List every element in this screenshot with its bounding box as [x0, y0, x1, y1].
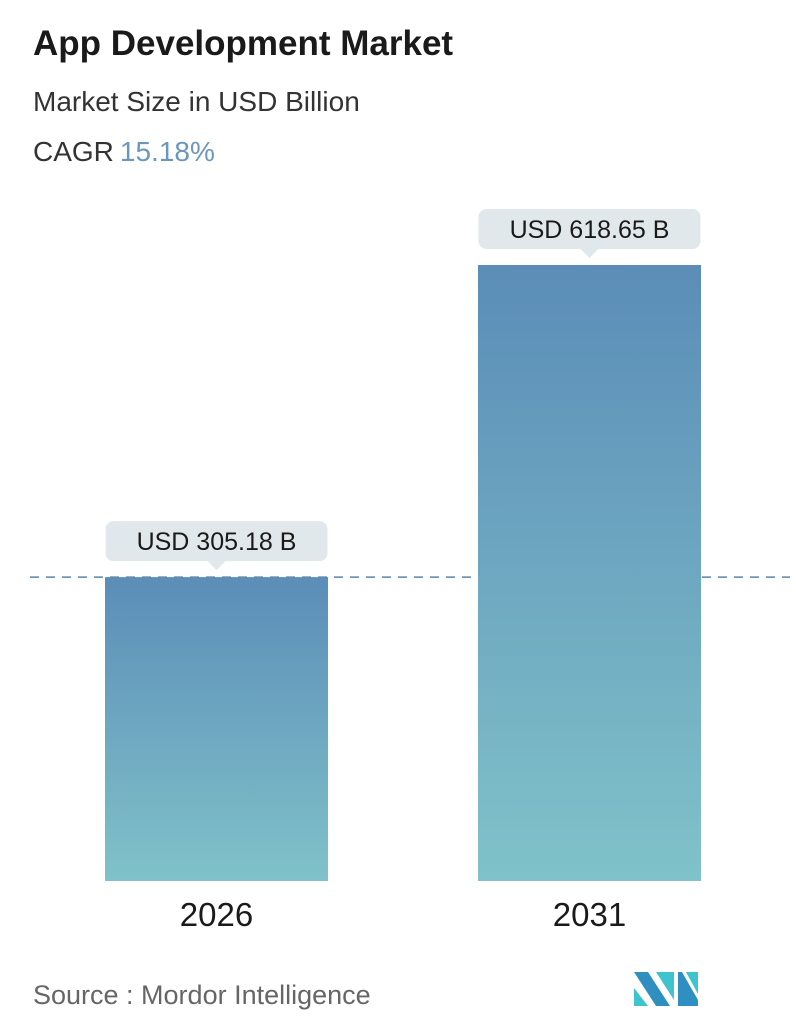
- cagr-label: CAGR: [33, 136, 114, 167]
- cagr-value: 15.18%: [119, 136, 215, 167]
- data-label-pointer: [207, 561, 226, 571]
- source-text: Source : Mordor Intelligence: [33, 980, 371, 1010]
- chart-subtitle: Market Size in USD Billion: [33, 86, 360, 117]
- data-label-pointer: [580, 249, 599, 258]
- data-label: USD 618.65 B: [510, 216, 670, 244]
- chart-title: App Development Market: [33, 24, 454, 63]
- x-tick-label: 2031: [553, 896, 626, 933]
- data-label: USD 305.18 B: [137, 528, 297, 556]
- data-label-box: [478, 209, 701, 249]
- mordor-logo: [634, 972, 698, 1006]
- bar-2031: [478, 265, 701, 881]
- data-label-box: [105, 521, 328, 562]
- x-tick-label: 2026: [180, 896, 253, 933]
- cagr: CAGR 15.18%: [33, 136, 215, 168]
- bar-2026: [105, 577, 328, 881]
